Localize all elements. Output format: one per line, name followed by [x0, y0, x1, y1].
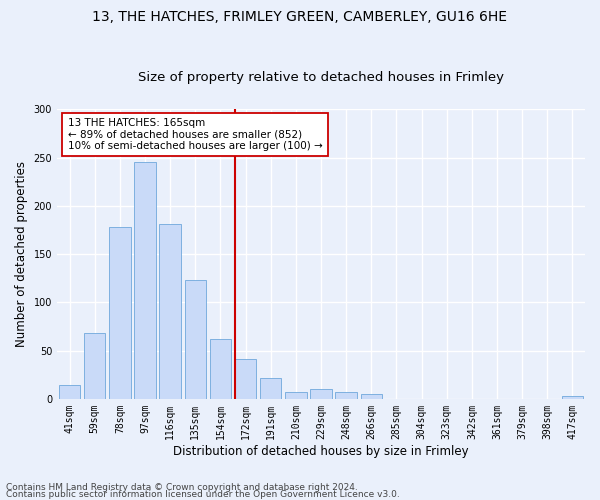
Title: Size of property relative to detached houses in Frimley: Size of property relative to detached ho…	[138, 72, 504, 85]
Text: Contains public sector information licensed under the Open Government Licence v3: Contains public sector information licen…	[6, 490, 400, 499]
X-axis label: Distribution of detached houses by size in Frimley: Distribution of detached houses by size …	[173, 444, 469, 458]
Text: 13 THE HATCHES: 165sqm
← 89% of detached houses are smaller (852)
10% of semi-de: 13 THE HATCHES: 165sqm ← 89% of detached…	[68, 118, 322, 151]
Bar	[361, 394, 382, 399]
Bar	[160, 224, 181, 399]
Bar	[59, 386, 80, 399]
Bar	[235, 360, 256, 399]
Bar	[310, 389, 332, 399]
Bar	[84, 333, 106, 399]
Bar	[335, 392, 357, 399]
Text: Contains HM Land Registry data © Crown copyright and database right 2024.: Contains HM Land Registry data © Crown c…	[6, 484, 358, 492]
Bar	[185, 280, 206, 399]
Bar	[285, 392, 307, 399]
Bar	[562, 396, 583, 399]
Bar	[109, 227, 131, 399]
Text: 13, THE HATCHES, FRIMLEY GREEN, CAMBERLEY, GU16 6HE: 13, THE HATCHES, FRIMLEY GREEN, CAMBERLE…	[92, 10, 508, 24]
Bar	[260, 378, 281, 399]
Bar	[134, 162, 156, 399]
Y-axis label: Number of detached properties: Number of detached properties	[15, 161, 28, 347]
Bar	[210, 339, 231, 399]
